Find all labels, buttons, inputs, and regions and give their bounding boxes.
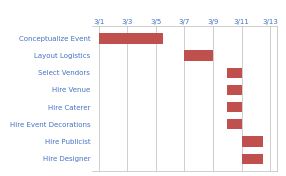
Bar [242,153,263,164]
Bar [242,136,263,147]
Bar [227,68,242,78]
Bar [227,119,242,130]
Bar [184,51,213,61]
Bar [227,85,242,95]
Bar [99,33,163,44]
Bar [227,102,242,112]
